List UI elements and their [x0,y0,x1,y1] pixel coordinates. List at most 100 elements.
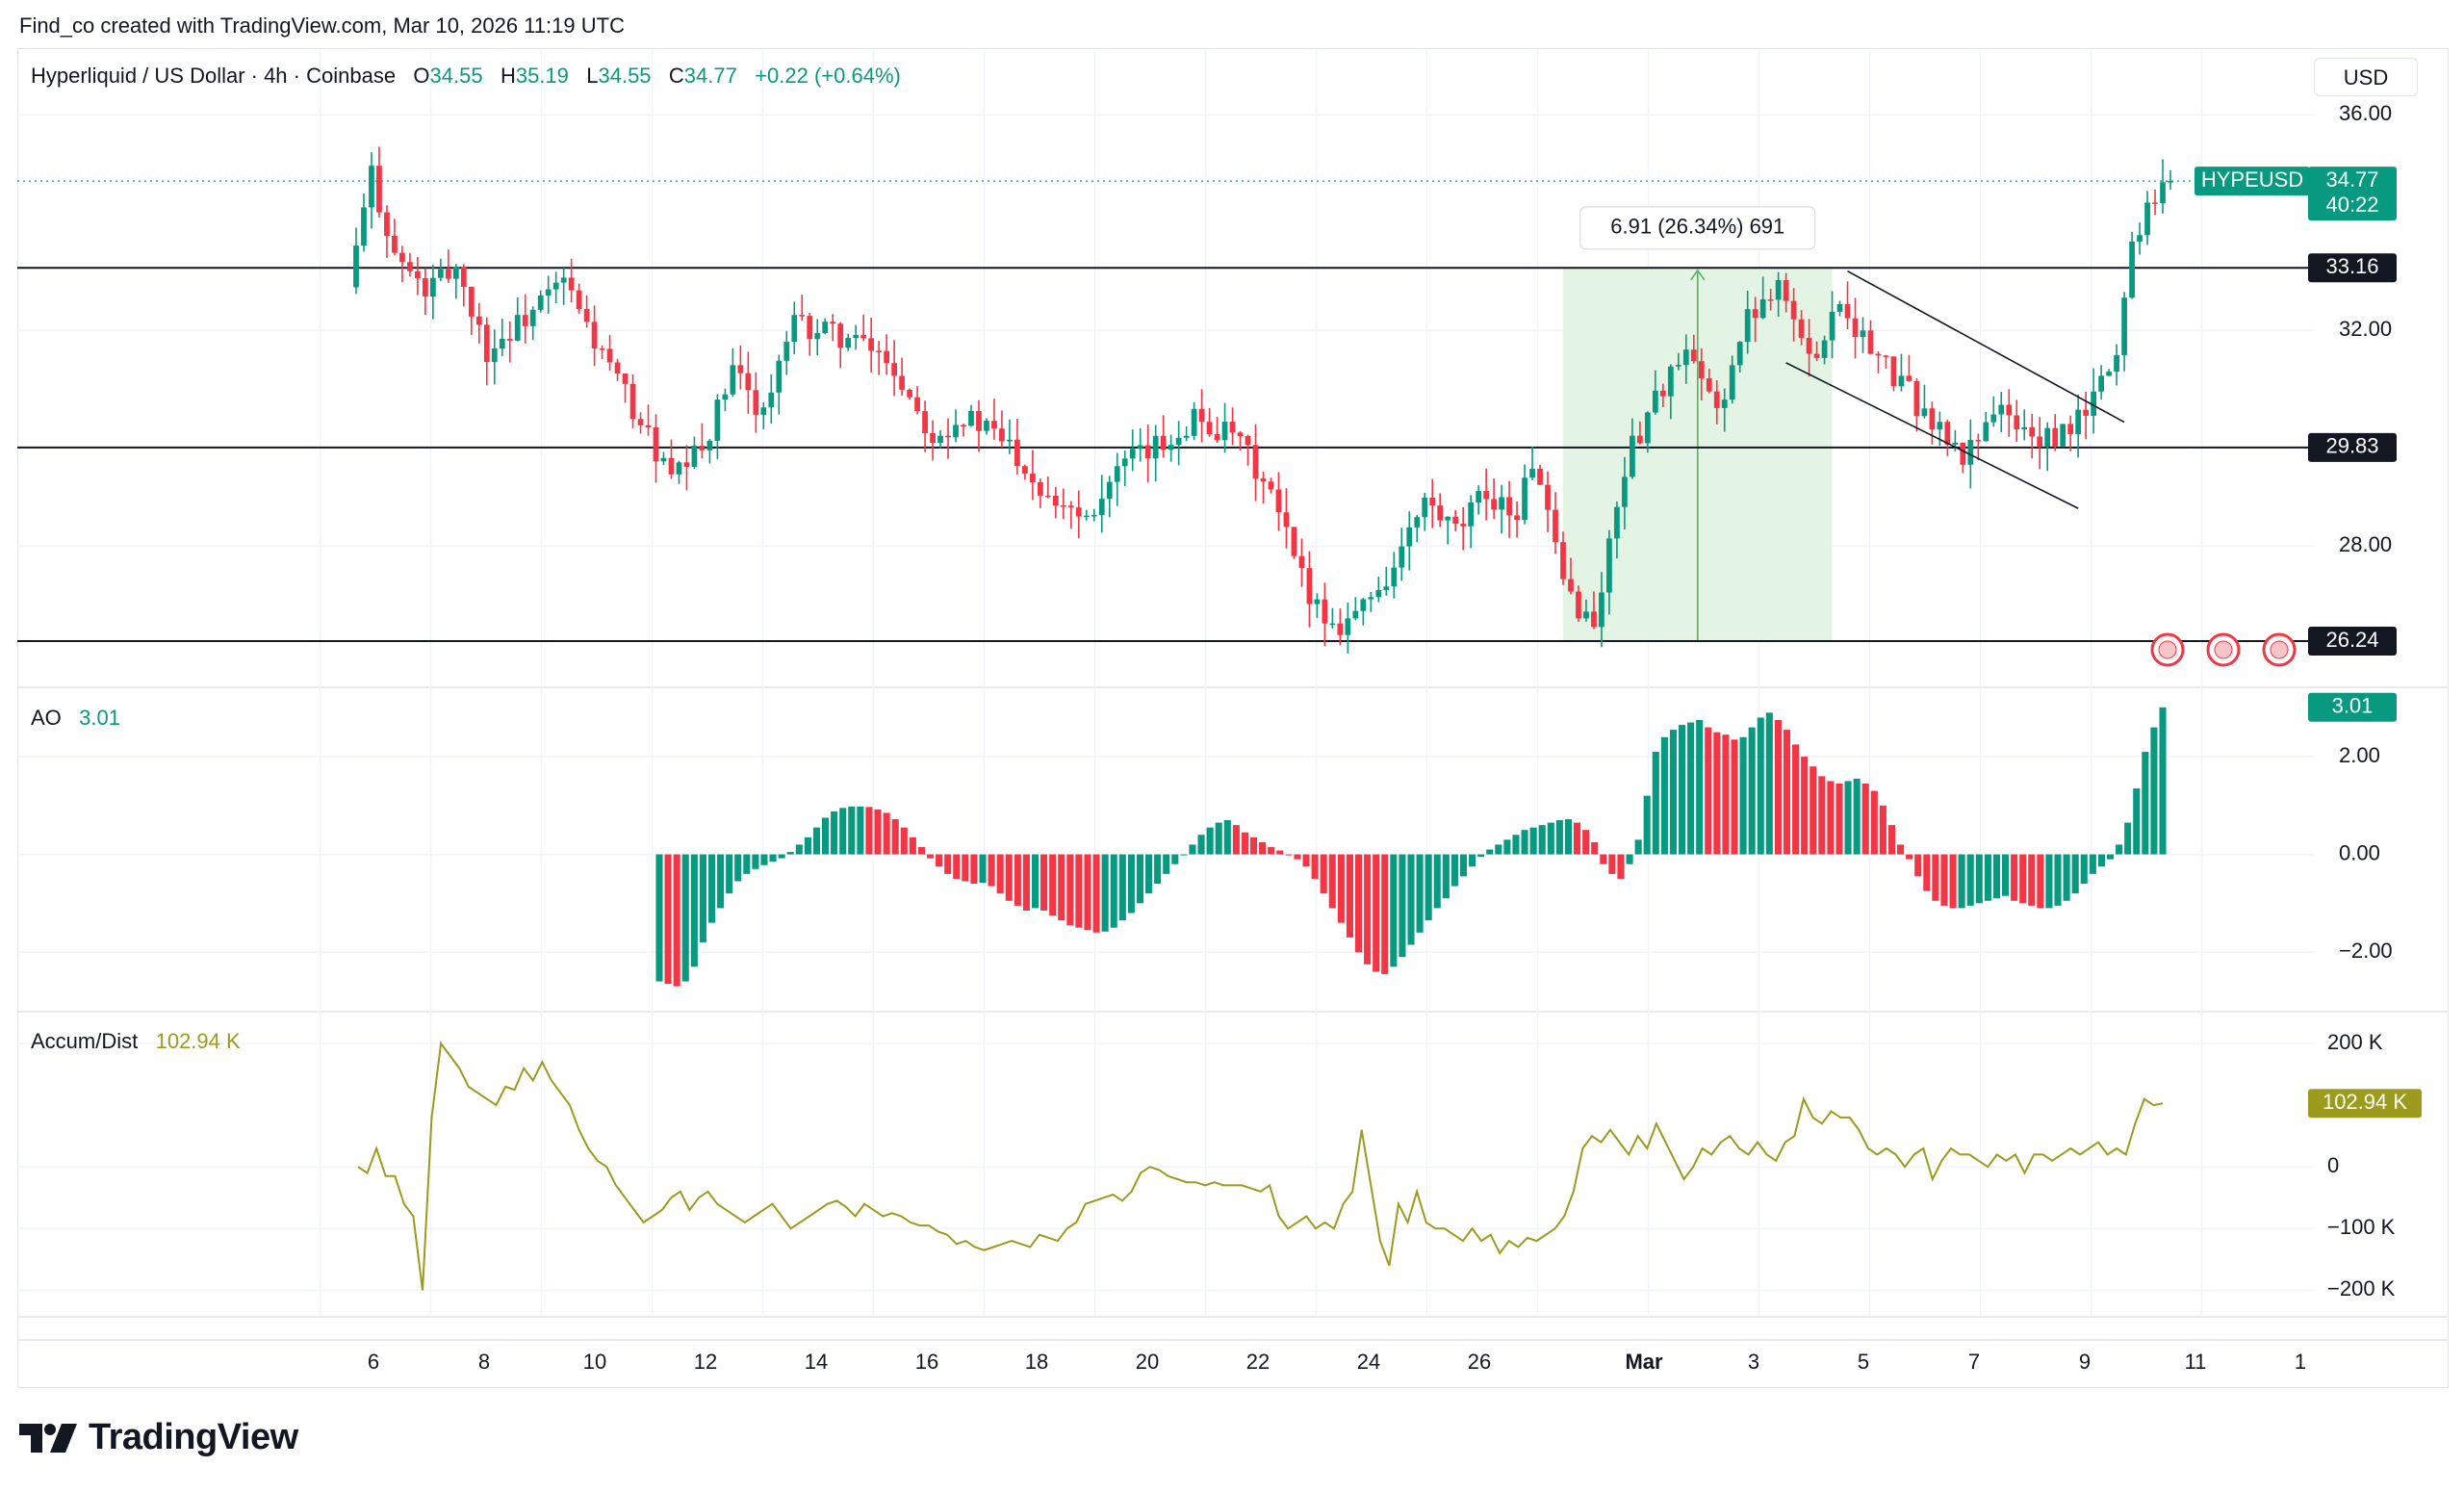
candle-body [822,322,829,334]
candle-body [668,457,675,475]
candle-body [1698,361,1705,379]
candle-body [1883,355,1889,357]
close-label: C [668,64,684,88]
ao-bar [979,854,987,884]
candle-body [2083,409,2090,416]
candle-body [991,421,997,429]
ao-bar [690,854,698,967]
ao-bar [1643,795,1651,855]
ao-bar [1241,832,1248,855]
candle-body [429,277,436,297]
candle-body [791,315,798,343]
candle-body [814,333,821,340]
ao-bar [1110,854,1117,928]
level-price-label: 26.24 [2325,628,2378,652]
ao-bar [1529,827,1537,855]
ad-name[interactable]: Accum/Dist [31,1029,139,1053]
candle-body [1476,491,1482,503]
candle-body [653,426,659,462]
main-legend[interactable]: Hyperliquid / US Dollar · 4h · Coinbase … [31,64,901,89]
ao-bar [2019,854,2027,904]
ao-bar [1433,854,1441,909]
tradingview-logo[interactable]: TradingView [19,1417,298,1458]
candle-body [1183,435,1190,438]
candle-body [2091,391,2097,416]
candle-body [1445,516,1451,521]
candle-body [660,457,667,462]
ao-bar [655,854,663,982]
ao-bar [1127,854,1135,914]
candle-body [522,315,528,326]
ao-bar [962,854,969,882]
candle-body [1752,309,1758,319]
last-price-tag [2308,167,2397,221]
ao-bar [1564,819,1573,855]
ao-bar [2150,727,2158,855]
price-range-measure: 6.91 (26.34%) 691 [1563,206,1833,641]
candle-body [860,335,867,339]
measure-arrow-head [1690,269,1706,281]
time-tick-label: 3 [1748,1350,1759,1374]
time-tick-label: 6 [368,1350,379,1374]
ad-tick-label: −200 K [2327,1276,2396,1300]
candle-body [1129,449,1136,459]
ao-bar [1399,854,1406,958]
ao-bar [1101,854,1109,932]
ad-legend[interactable]: Accum/Dist 102.94 K [31,1029,241,1054]
ao-bar [1249,837,1258,855]
ao-name[interactable]: AO [31,706,62,730]
economic-events [2150,632,2297,667]
candle-body [676,462,682,475]
candle-body [1007,439,1013,442]
ao-bar [1687,722,1695,855]
tradingview-logo-text: TradingView [89,1417,298,1457]
candle-body [468,287,475,317]
candle-body [361,207,367,246]
candle-body [1975,440,1982,442]
candle-body [2067,424,2074,434]
candle-body [1937,422,1943,430]
ao-bar [1923,854,1931,891]
candle-body [2144,202,2150,236]
ao-bar [1774,719,1782,855]
candle-body [683,462,690,468]
price-tick-label: 32.00 [2339,317,2392,341]
chart-credit: Find_co created with TradingView.com, Ma… [19,13,625,38]
candle-body [1283,512,1290,528]
candle-body [1044,495,1051,498]
candle-body [1060,505,1066,507]
candle-body [514,315,521,341]
candle-body [891,363,897,376]
candle-body [914,397,920,412]
candle-body [599,348,605,350]
candle-body [1576,591,1581,619]
candle-body [1368,597,1374,600]
ao-bar [857,806,864,855]
currency-button[interactable]: USD [2314,58,2418,96]
ao-bar [1197,835,1205,855]
measure-label: 6.91 (26.34%) 691 [1610,215,1784,239]
chart-frame[interactable] [17,48,2449,1388]
candle-body [2021,426,2028,430]
candle-body [1106,481,1113,500]
ao-bar [699,854,706,942]
bar-countdown-label: 40:22 [2325,193,2378,217]
ao-bar [1696,719,1704,855]
ao-bar [1416,854,1424,933]
ao-bar [760,854,768,865]
candle-body [1622,476,1628,507]
candle-body [2098,375,2104,392]
symbol-description[interactable]: Hyperliquid / US Dollar · 4h · Coinbase [31,64,397,88]
time-tick-label: 8 [478,1350,490,1374]
time-tick-label: 18 [1025,1350,1048,1374]
time-axis: 6 8 10 12 14 16 18 20 22 24 26 Mar 3 5 7 9 11 1 [17,1339,2449,1374]
candlestick-series [353,146,2173,654]
candle-body [423,278,428,297]
candle-body [1406,527,1413,547]
candle-body [491,348,498,363]
ao-bar [1486,849,1494,855]
candle-body [899,375,905,390]
ao-legend[interactable]: AO 3.01 [31,706,120,731]
symbol-price-tag [2194,167,2310,196]
